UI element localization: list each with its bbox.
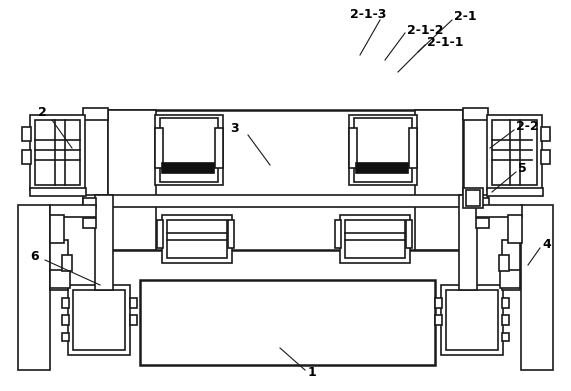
Bar	[35, 120, 80, 185]
Text: 2-2: 2-2	[516, 120, 538, 133]
Text: 6: 6	[30, 249, 39, 262]
Bar	[463, 108, 488, 120]
Bar	[356, 163, 408, 173]
Bar	[500, 270, 520, 288]
Bar	[50, 205, 96, 217]
Bar	[541, 127, 550, 141]
Bar	[466, 190, 480, 206]
Bar	[476, 218, 489, 228]
Bar	[446, 290, 498, 350]
Bar	[50, 215, 64, 243]
Text: 2-1-2: 2-1-2	[407, 23, 444, 36]
Text: 2-1: 2-1	[454, 11, 477, 23]
Bar	[435, 315, 442, 325]
Bar	[415, 110, 463, 250]
Bar	[499, 255, 509, 271]
Bar	[62, 298, 69, 308]
Bar	[167, 220, 227, 258]
Text: 1: 1	[308, 366, 317, 378]
Bar	[508, 215, 522, 243]
Text: 2-1-3: 2-1-3	[350, 9, 387, 22]
Bar	[73, 290, 125, 350]
Text: 4: 4	[542, 239, 551, 251]
Bar	[349, 115, 417, 185]
Text: 2-1-1: 2-1-1	[427, 36, 464, 48]
Bar	[215, 128, 223, 168]
Text: 5: 5	[518, 163, 527, 176]
Bar	[228, 220, 234, 248]
Bar	[406, 220, 412, 248]
Bar	[30, 188, 86, 196]
Bar	[95, 195, 113, 290]
Bar	[487, 188, 543, 196]
Bar	[50, 270, 70, 288]
Bar	[62, 255, 72, 271]
Bar	[130, 298, 137, 308]
Bar	[22, 150, 31, 164]
Bar	[502, 298, 509, 308]
Bar	[463, 188, 483, 208]
Bar	[83, 198, 96, 208]
Bar	[502, 240, 520, 290]
Bar	[155, 115, 223, 185]
Bar	[62, 333, 69, 341]
Text: 2: 2	[38, 106, 47, 118]
Bar	[345, 220, 405, 258]
Bar	[108, 110, 463, 250]
Bar	[50, 240, 68, 290]
Bar	[487, 115, 542, 190]
Bar	[459, 195, 477, 290]
Bar	[68, 285, 130, 355]
Bar	[441, 285, 503, 355]
Bar	[349, 128, 357, 168]
Bar	[162, 163, 214, 173]
Bar	[502, 315, 509, 325]
Text: 3: 3	[230, 122, 239, 135]
Bar	[83, 108, 108, 120]
Bar	[502, 333, 509, 341]
Bar	[476, 198, 489, 208]
Bar	[521, 205, 553, 370]
Bar	[130, 315, 137, 325]
Bar	[476, 205, 522, 217]
Bar	[541, 150, 550, 164]
Bar	[160, 118, 218, 182]
Bar	[354, 118, 412, 182]
Bar	[340, 215, 410, 263]
Bar	[409, 128, 417, 168]
Bar	[155, 128, 163, 168]
Bar	[492, 120, 537, 185]
Bar	[83, 218, 96, 228]
Bar	[157, 220, 163, 248]
Bar	[18, 205, 50, 370]
Bar	[140, 280, 435, 365]
Bar	[108, 110, 156, 250]
Bar	[30, 115, 85, 190]
Bar	[162, 215, 232, 263]
Bar	[22, 127, 31, 141]
Bar	[83, 195, 488, 207]
Bar	[335, 220, 341, 248]
Bar	[62, 315, 69, 325]
Bar	[435, 298, 442, 308]
